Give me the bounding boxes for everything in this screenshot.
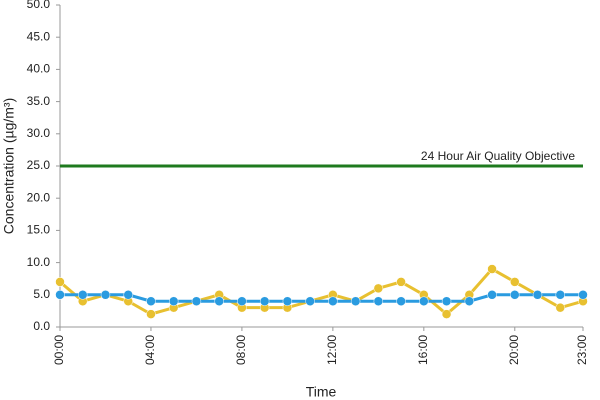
x-tick-label: 00:00 bbox=[52, 335, 66, 365]
data-point bbox=[510, 290, 520, 300]
data-point bbox=[77, 290, 88, 300]
data-point bbox=[146, 296, 156, 306]
y-tick-label: 20.0 bbox=[27, 190, 51, 204]
x-tick-label: 04:00 bbox=[143, 335, 157, 365]
data-point bbox=[328, 296, 338, 306]
data-point bbox=[350, 296, 361, 306]
x-tick-label: 16:00 bbox=[416, 335, 430, 365]
data-point bbox=[419, 296, 429, 306]
data-point bbox=[373, 283, 384, 294]
x-axis-label: Time bbox=[306, 384, 337, 400]
y-tick-label: 30.0 bbox=[27, 126, 51, 140]
data-point bbox=[555, 290, 566, 300]
y-tick-label: 50.0 bbox=[27, 0, 51, 11]
y-tick-label: 0.0 bbox=[33, 319, 50, 333]
data-point bbox=[487, 264, 497, 274]
data-point bbox=[396, 296, 406, 306]
y-tick-label: 45.0 bbox=[27, 29, 51, 43]
x-tick-label: 12:00 bbox=[325, 335, 339, 365]
data-point bbox=[510, 277, 520, 287]
data-point bbox=[259, 296, 270, 306]
x-tick-label: 20:00 bbox=[507, 335, 521, 365]
y-tick-label: 35.0 bbox=[27, 94, 51, 108]
data-point bbox=[237, 296, 247, 306]
data-point bbox=[532, 290, 543, 300]
data-point bbox=[373, 296, 384, 306]
data-point bbox=[168, 296, 179, 306]
data-point bbox=[214, 296, 224, 306]
y-tick-label: 40.0 bbox=[27, 62, 51, 76]
data-point bbox=[191, 296, 202, 306]
reference-label: 24 Hour Air Quality Objective bbox=[421, 149, 575, 163]
data-point bbox=[146, 309, 156, 319]
data-point bbox=[100, 290, 111, 300]
data-point bbox=[282, 296, 293, 306]
y-tick-label: 5.0 bbox=[33, 287, 50, 301]
series-line bbox=[59, 267, 584, 317]
data-point bbox=[578, 290, 588, 300]
data-point bbox=[396, 277, 406, 287]
data-point bbox=[305, 296, 315, 306]
data-point bbox=[464, 296, 475, 306]
y-tick-label: 10.0 bbox=[27, 255, 51, 269]
data-point bbox=[55, 290, 65, 300]
y-axis-label: Concentration (µg/m³) bbox=[1, 98, 17, 234]
data-point bbox=[55, 277, 65, 287]
data-point bbox=[441, 309, 452, 319]
data-point bbox=[441, 296, 452, 306]
x-tick-label: 23:00 bbox=[575, 335, 589, 365]
y-tick-label: 25.0 bbox=[27, 158, 51, 172]
data-point bbox=[555, 302, 566, 313]
x-tick-label: 08:00 bbox=[234, 335, 248, 365]
data-point bbox=[487, 290, 497, 300]
data-point bbox=[123, 290, 133, 300]
y-tick-label: 15.0 bbox=[27, 223, 51, 237]
